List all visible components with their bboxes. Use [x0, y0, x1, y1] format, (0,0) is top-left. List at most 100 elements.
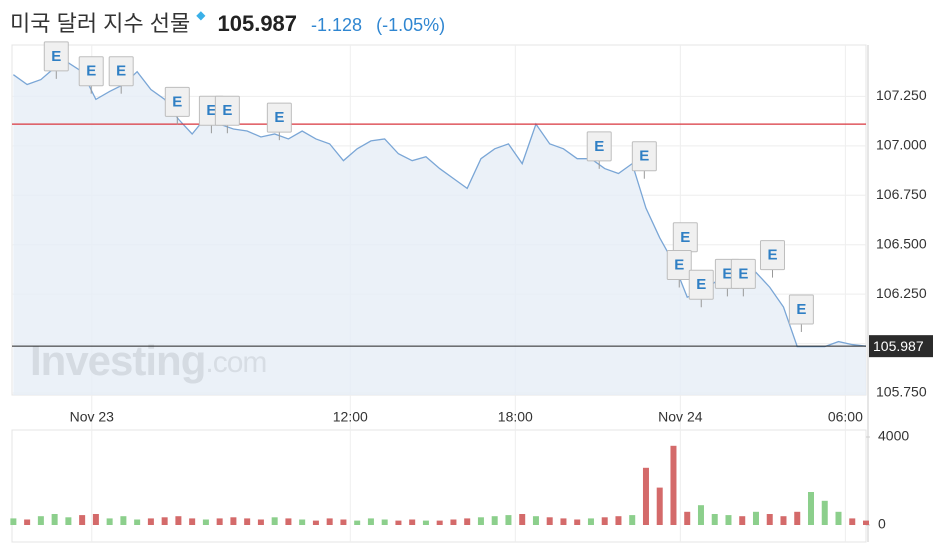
volume-bar: [560, 518, 567, 525]
price: 105.987: [217, 11, 298, 36]
volume-bar: [367, 518, 374, 525]
event-marker: [78, 56, 104, 87]
volume-bar: [780, 516, 787, 525]
event-marker: [214, 95, 240, 126]
event-label: E: [116, 63, 126, 80]
volume-bar: [354, 520, 361, 525]
volume-bar: [574, 519, 581, 525]
volume-bar: [863, 520, 869, 525]
event-marker: [730, 258, 756, 289]
area: [13, 62, 867, 396]
volume-bar: [189, 518, 196, 525]
y-tick-label: 106.500: [876, 235, 927, 251]
volume-bar: [422, 520, 429, 525]
y-tick-label: 106.250: [876, 285, 927, 301]
event-marker: [788, 294, 814, 325]
event-label: E: [738, 265, 748, 282]
volume-bar: [766, 514, 773, 525]
volume-bar: [684, 511, 691, 525]
volume-bar: [175, 516, 182, 525]
volume-bar: [670, 445, 677, 525]
volume-bar: [835, 511, 842, 525]
volume-tick-label: 0: [878, 516, 886, 532]
volume-bar: [120, 516, 127, 525]
event-label: E: [594, 138, 604, 155]
volume-bar: [326, 518, 333, 525]
diamond-icon: ◆: [196, 8, 206, 22]
volume-bar: [601, 517, 608, 525]
volume-bar: [244, 518, 251, 525]
x-tick-label: 18:00: [498, 409, 533, 425]
volume-bar: [821, 500, 828, 525]
event-label: E: [674, 256, 684, 273]
volume-bar: [450, 519, 457, 525]
volume-bar: [519, 514, 526, 525]
volume-bar: [807, 492, 814, 525]
header: 미국 달러 지수 선물 ◆ 105.987 -1.128 (-1.05%): [10, 6, 445, 36]
volume-bar: [65, 517, 72, 525]
volume-bar: [587, 518, 594, 525]
change-percent: (-1.05%): [376, 15, 446, 35]
event-label: E: [51, 48, 61, 65]
volume-bar: [656, 487, 663, 525]
volume-bar: [491, 516, 498, 525]
event-marker: [586, 131, 612, 162]
volume-bar: [381, 519, 388, 525]
event-marker: [759, 240, 785, 271]
event-marker: [666, 249, 692, 280]
y-tick-label: 105.750: [876, 384, 927, 400]
event-marker: [43, 41, 69, 72]
event-label: E: [796, 301, 806, 318]
volume-bar: [395, 520, 402, 525]
event-marker: [688, 269, 714, 300]
change: -1.128: [311, 15, 363, 35]
y-tick-label: 107.250: [876, 87, 927, 103]
volume-bar: [92, 514, 99, 525]
event-marker: [631, 141, 657, 172]
volume-bar: [505, 515, 512, 525]
volume-bar: [271, 517, 278, 525]
event-marker: [164, 86, 190, 117]
volume-bar: [161, 517, 168, 525]
event-label: E: [680, 229, 690, 246]
volume-bar: [464, 518, 471, 525]
volume-bar: [37, 516, 44, 525]
volume-bar: [615, 516, 622, 525]
price-tag: [869, 335, 933, 358]
event-label: E: [722, 265, 732, 282]
event-marker: [266, 102, 292, 133]
volume-bar: [340, 519, 347, 525]
event-label: E: [206, 102, 216, 119]
volume-bar: [216, 518, 223, 525]
event-label: E: [172, 93, 182, 110]
event-label: E: [696, 276, 706, 293]
volume-bar: [725, 515, 732, 525]
volume-bar: [24, 519, 31, 525]
volume-bar: [629, 515, 636, 525]
volume-bar: [10, 518, 17, 525]
event-marker: [108, 56, 134, 87]
volume-bar: [436, 520, 443, 525]
volume-bar: [230, 517, 237, 525]
event-label: E: [639, 148, 649, 165]
volume-bar: [849, 518, 856, 525]
volume-bar: [642, 467, 649, 525]
event-label: E: [274, 109, 284, 126]
volume-bar: [312, 520, 319, 525]
volume-bar: [202, 519, 209, 525]
volume-bar: [752, 511, 759, 525]
x-tick-label: Nov 23: [70, 409, 115, 425]
y-tick-label: 106.750: [876, 186, 927, 202]
x-tick-label: Nov 24: [658, 409, 703, 425]
volume-bar: [711, 514, 718, 525]
volume-bar: [409, 519, 416, 525]
volume-bar: [257, 519, 264, 525]
volume-bar: [477, 517, 484, 525]
title: 미국 달러 지수 선물: [10, 11, 191, 36]
volume-bar: [299, 519, 306, 525]
volume-bar: [134, 519, 141, 525]
volume-bar: [51, 514, 58, 525]
volume-bar: [79, 515, 86, 525]
volume-bar: [546, 517, 553, 525]
